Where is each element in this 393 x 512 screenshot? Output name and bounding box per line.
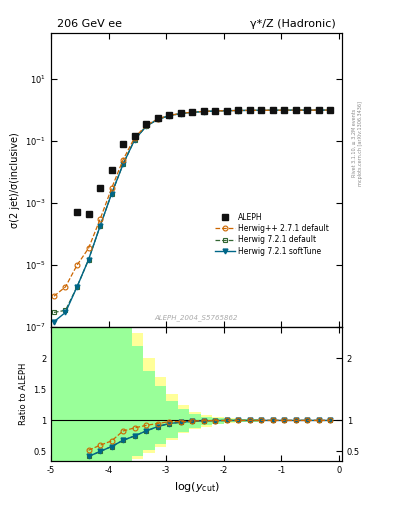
X-axis label: $\log(y_{\mathrm{cut}})$: $\log(y_{\mathrm{cut}})$: [174, 480, 219, 494]
Y-axis label: σ(2 jet)/σ(inclusive): σ(2 jet)/σ(inclusive): [10, 133, 20, 228]
Legend: ALEPH, Herwig++ 2.7.1 default, Herwig 7.2.1 default, Herwig 7.2.1 softTune: ALEPH, Herwig++ 2.7.1 default, Herwig 7.…: [212, 210, 332, 259]
Text: ALEPH_2004_S5765862: ALEPH_2004_S5765862: [155, 314, 238, 322]
Text: γ*/Z (Hadronic): γ*/Z (Hadronic): [250, 19, 336, 29]
Y-axis label: Ratio to ALEPH: Ratio to ALEPH: [18, 363, 28, 425]
Text: 206 GeV ee: 206 GeV ee: [57, 19, 122, 29]
Text: mcplots.cern.ch [arXiv:1306.3436]: mcplots.cern.ch [arXiv:1306.3436]: [358, 101, 363, 186]
Text: Rivet 3.1.10, ≥ 3.2M events: Rivet 3.1.10, ≥ 3.2M events: [352, 109, 357, 178]
